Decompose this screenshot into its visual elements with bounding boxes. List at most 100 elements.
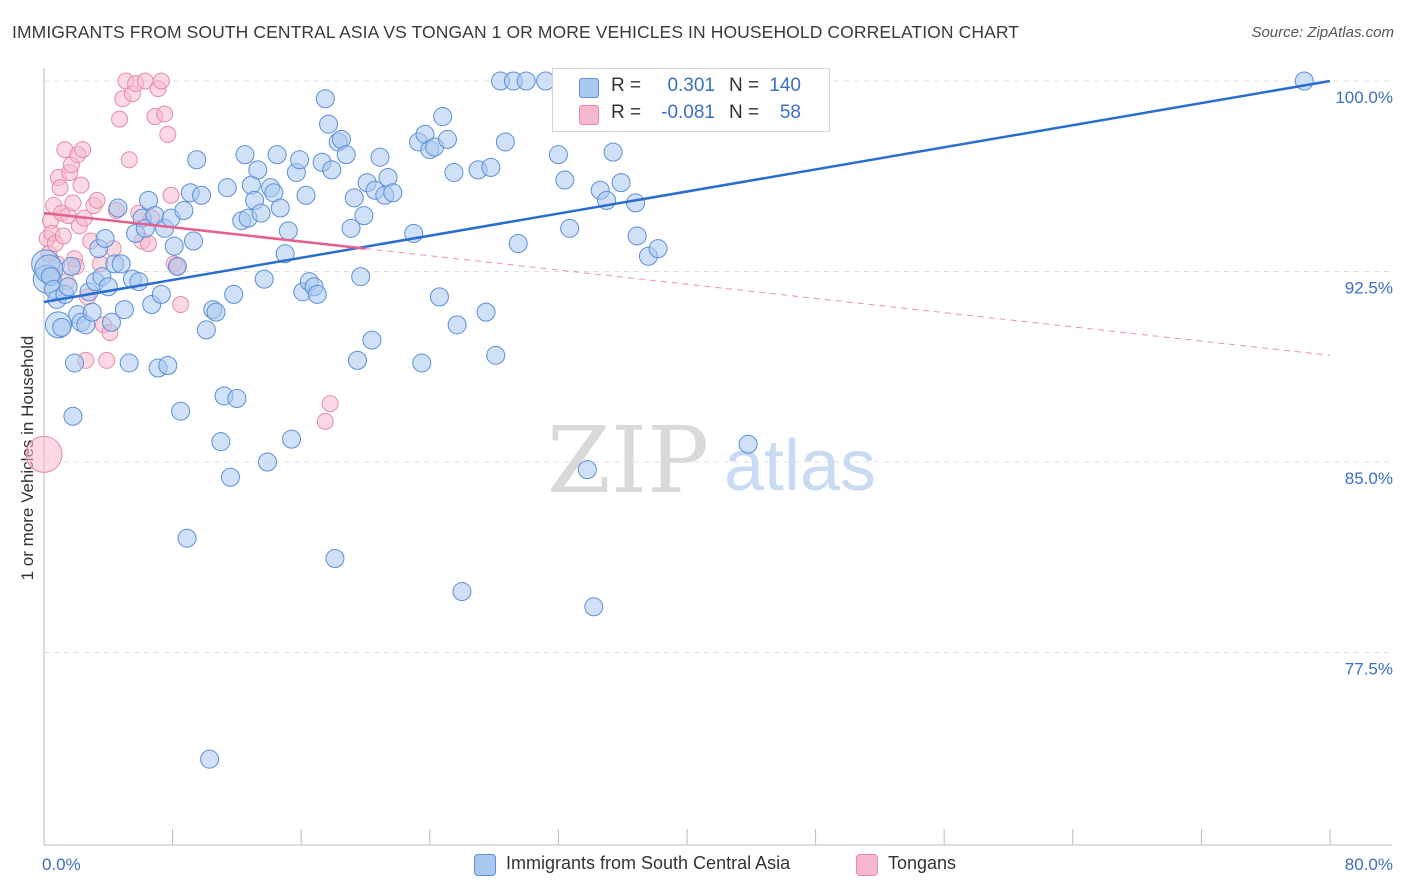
trend-line-south-central-asia (43, 79, 1331, 304)
data-point-south-central-asia (119, 353, 139, 373)
legend-swatch-pink (856, 854, 878, 876)
correlation-legend: R = 0.301 N = 140 R = -0.081 N = 58 (552, 68, 830, 132)
data-point-tongans (72, 176, 90, 194)
data-point-south-central-asia (114, 300, 134, 320)
data-point-south-central-asia (627, 226, 647, 246)
data-point-south-central-asia (296, 185, 316, 205)
data-point-south-central-asia (476, 302, 496, 322)
legend-r-label: R = (611, 75, 642, 96)
y-tick-label: 100.0% (1335, 88, 1393, 107)
data-point-tongans (172, 296, 190, 314)
trend-line-tongans (43, 211, 366, 250)
data-point-south-central-asia (370, 147, 390, 167)
data-point-south-central-asia (227, 389, 247, 408)
data-point-south-central-asia (319, 114, 339, 134)
data-point-south-central-asia (429, 287, 449, 307)
data-point-tongans (51, 179, 69, 197)
data-point-tongans (54, 227, 72, 245)
data-point-south-central-asia (174, 201, 194, 221)
data-point-tongans (25, 435, 63, 473)
data-point-south-central-asia (383, 183, 403, 203)
data-point-tongans (156, 105, 174, 123)
watermark-zip: ZIP (547, 407, 709, 514)
data-point-south-central-asia (217, 178, 237, 198)
legend-row-blue: R = 0.301 N = 140 (553, 73, 829, 101)
trend-line-tongans-extension (365, 248, 1331, 356)
data-point-south-central-asia (111, 254, 131, 274)
x-tick-label: 80.0% (1345, 855, 1393, 874)
data-point-south-central-asia (412, 353, 432, 373)
data-point-south-central-asia (102, 312, 122, 332)
y-tick-label: 92.5% (1345, 279, 1393, 298)
data-point-south-central-asia (437, 129, 457, 149)
grid-lines (44, 80, 1392, 653)
data-point-south-central-asia (738, 434, 758, 454)
data-point-south-central-asia (164, 236, 184, 256)
data-point-tongans (88, 191, 106, 209)
data-point-south-central-asia (61, 256, 81, 276)
data-point-south-central-asia (58, 277, 78, 297)
data-point-south-central-asia (200, 749, 220, 769)
data-point-south-central-asia (577, 460, 597, 480)
data-point-south-central-asia (183, 231, 203, 251)
data-point-south-central-asia (486, 345, 506, 365)
data-point-south-central-asia (65, 353, 85, 373)
data-point-south-central-asia (63, 406, 83, 426)
data-point-tongans (64, 194, 82, 212)
data-point-south-central-asia (362, 330, 382, 350)
data-point-south-central-asia (495, 132, 515, 152)
data-point-south-central-asia (220, 467, 240, 487)
data-point-tongans (98, 351, 116, 369)
legend-n-value: 58 (779, 102, 801, 123)
data-point-south-central-asia (251, 203, 271, 223)
data-point-south-central-asia (344, 188, 364, 208)
data-point-south-central-asia (626, 193, 646, 213)
data-point-tongans (152, 72, 170, 90)
data-point-south-central-asia (315, 89, 335, 109)
legend-swatch-blue (579, 78, 599, 98)
series-south-central-asia-points (31, 71, 1314, 769)
data-point-south-central-asia (171, 401, 191, 421)
data-point-south-central-asia (354, 206, 374, 226)
data-point-south-central-asia (196, 320, 216, 340)
data-point-south-central-asia (325, 549, 345, 569)
data-point-south-central-asia (206, 302, 226, 322)
data-point-tongans (162, 186, 180, 204)
y-tick-label: 77.5% (1345, 660, 1393, 679)
data-point-south-central-asia (447, 315, 467, 335)
legend-r-value: 0.301 (667, 75, 715, 96)
data-point-south-central-asia (151, 284, 171, 304)
data-point-south-central-asia (224, 284, 244, 304)
data-point-south-central-asia (282, 429, 302, 449)
legend-row-pink: R = -0.081 N = 58 (553, 100, 829, 128)
legend-label: Tongans (888, 853, 957, 873)
data-point-south-central-asia (82, 302, 102, 322)
watermark: ZIP atlas (547, 407, 876, 514)
data-point-south-central-asia (270, 198, 290, 218)
data-point-south-central-asia (611, 173, 631, 193)
data-point-south-central-asia (257, 452, 277, 472)
data-point-south-central-asia (211, 432, 231, 452)
series-legend: Immigrants from South Central Asia Tonga… (0, 852, 1406, 878)
data-point-south-central-asia (95, 228, 115, 248)
data-point-south-central-asia (322, 160, 342, 180)
trend-lines (43, 79, 1331, 356)
data-point-south-central-asia (347, 350, 367, 370)
legend-n-value: 140 (769, 75, 801, 96)
legend-r-label: R = (611, 102, 642, 123)
data-point-south-central-asia (254, 269, 274, 289)
data-point-south-central-asia (508, 234, 528, 254)
data-point-south-central-asia (275, 244, 295, 264)
data-point-south-central-asia (278, 221, 298, 241)
data-point-south-central-asia (341, 218, 361, 238)
data-point-tongans (159, 125, 177, 143)
legend-n-label: N = (729, 75, 760, 96)
legend-swatch-pink (579, 105, 599, 125)
data-point-south-central-asia (336, 145, 356, 165)
x-tick-label: 0.0% (42, 855, 81, 874)
data-point-south-central-asia (351, 267, 371, 287)
data-point-south-central-asia (177, 528, 197, 548)
data-point-south-central-asia (433, 107, 453, 127)
data-point-south-central-asia (648, 239, 668, 259)
